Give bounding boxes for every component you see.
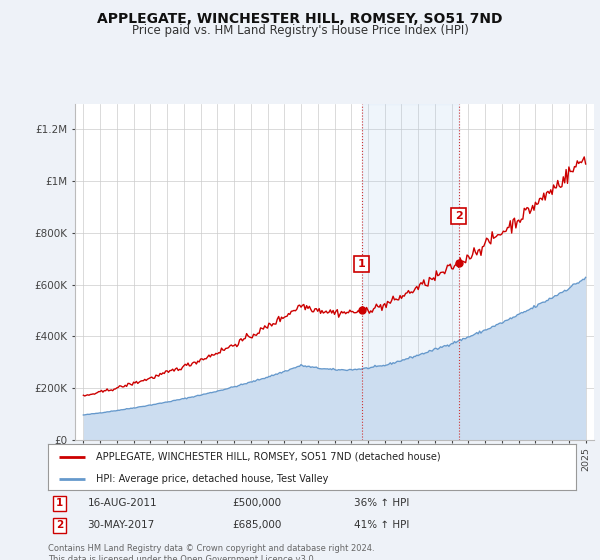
Text: 16-AUG-2011: 16-AUG-2011 [88, 498, 157, 508]
Text: HPI: Average price, detached house, Test Valley: HPI: Average price, detached house, Test… [95, 474, 328, 483]
Text: APPLEGATE, WINCHESTER HILL, ROMSEY, SO51 7ND: APPLEGATE, WINCHESTER HILL, ROMSEY, SO51… [97, 12, 503, 26]
Text: 30-MAY-2017: 30-MAY-2017 [88, 520, 155, 530]
Text: £500,000: £500,000 [233, 498, 282, 508]
Text: 36% ↑ HPI: 36% ↑ HPI [354, 498, 410, 508]
Text: 2: 2 [56, 520, 63, 530]
Text: 1: 1 [358, 259, 365, 269]
Text: 2: 2 [455, 211, 463, 221]
Text: Contains HM Land Registry data © Crown copyright and database right 2024.
This d: Contains HM Land Registry data © Crown c… [48, 544, 374, 560]
Text: 41% ↑ HPI: 41% ↑ HPI [354, 520, 410, 530]
Text: APPLEGATE, WINCHESTER HILL, ROMSEY, SO51 7ND (detached house): APPLEGATE, WINCHESTER HILL, ROMSEY, SO51… [95, 452, 440, 462]
Text: Price paid vs. HM Land Registry's House Price Index (HPI): Price paid vs. HM Land Registry's House … [131, 24, 469, 36]
Text: £685,000: £685,000 [233, 520, 282, 530]
Text: 1: 1 [56, 498, 63, 508]
Bar [362, 104, 458, 440]
